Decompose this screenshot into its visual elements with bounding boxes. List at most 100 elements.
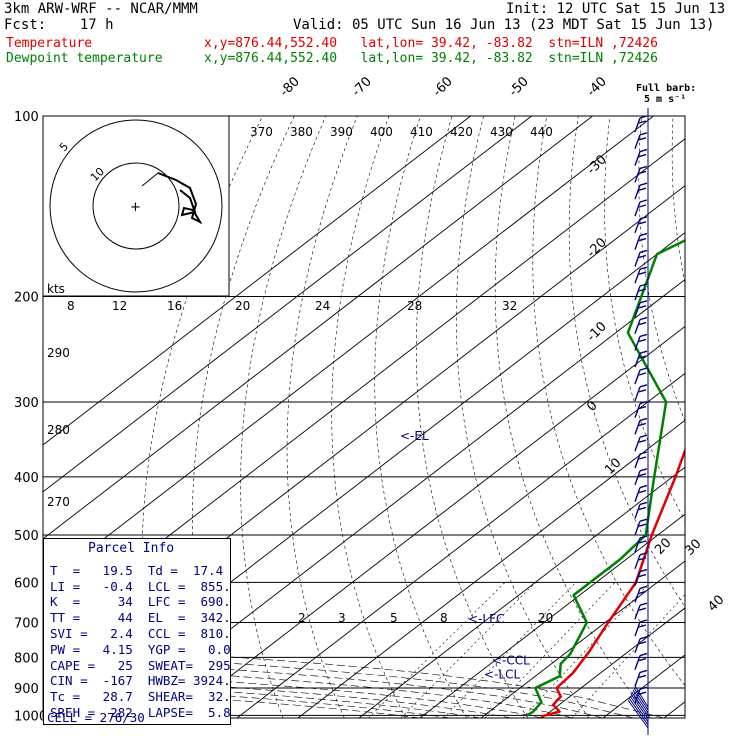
parcel-row: CAPE = 25 SWEAT= 295: [50, 658, 231, 673]
dry-adiabat-line: [456, 116, 590, 718]
pressure-tick-label: 1000: [14, 709, 47, 724]
wind-barb: [630, 693, 649, 720]
wind-barb: [638, 506, 647, 511]
theta-tick-label: 370: [250, 125, 273, 139]
isotherm-line: [236, 372, 685, 718]
pressure-tick-label: 100: [14, 110, 39, 125]
wind-barb: [639, 199, 648, 203]
wind-barb: [639, 501, 648, 506]
valid-time: Valid: 05 UTC Sun 16 Jun 13 (23 MDT Sat …: [293, 17, 715, 33]
speed-tick-label: 28: [407, 299, 422, 313]
speed-tick-label: 12: [112, 299, 127, 313]
level-label-lfc: <-LFC: [468, 612, 504, 626]
dewpoint-location: x,y=876.44,552.40 lat,lon= 39.42, -83.82…: [204, 51, 658, 66]
wind-barb: [639, 451, 648, 455]
wind-barb: [638, 120, 647, 124]
mixing-ratio-tick-label: 2: [298, 611, 306, 625]
wind-barb: [638, 473, 647, 477]
wind-barb: [639, 148, 648, 153]
wind-barb: [632, 689, 649, 714]
wind-barb: [634, 420, 641, 435]
wind-barb: [639, 652, 648, 657]
dewpoint-profile-line: [526, 239, 685, 717]
wind-barb: [638, 523, 647, 527]
wind-barb: [639, 115, 648, 119]
hodograph-ring: [92, 162, 180, 250]
dry-adiabat-line: [568, 116, 685, 608]
mixing-ratio-line: [400, 582, 536, 718]
speed-tick-label: 24: [315, 299, 330, 313]
parcel-row: K = 34 LFC = 690.: [50, 594, 231, 609]
wind-barb: [634, 403, 641, 418]
wind-barb: [634, 134, 641, 150]
moist-adiabat-line: [43, 650, 634, 718]
mixing-ratio-line: [522, 582, 651, 718]
isotherm-tick-label: -40: [584, 74, 610, 100]
isotherm-line: [480, 560, 685, 718]
init-time: Init: 12 UTC Sat 15 Jun 13: [506, 1, 726, 17]
wind-barb: [627, 699, 649, 729]
wind-barb: [629, 695, 649, 723]
isotherm-tick-label: 30: [682, 537, 704, 559]
wind-barb: [639, 669, 648, 674]
wind-barb: [634, 268, 641, 284]
isotherm-line: [663, 701, 685, 718]
dry-adiabat-line: [671, 116, 685, 286]
wind-barb: [638, 590, 647, 595]
speed-tick-label: 8: [67, 299, 75, 313]
dry-adiabat-line: [374, 116, 467, 718]
parcel-cell: CELL = 276/30: [47, 710, 145, 725]
wind-barb: [638, 204, 647, 208]
dry-adiabat-line: [532, 116, 685, 687]
wind-barb: [638, 372, 647, 376]
wind-barb: [634, 168, 641, 183]
wind-barb: [639, 165, 648, 170]
wind-barb: [639, 518, 648, 522]
wind-barb: [639, 266, 648, 270]
wind-barb: [634, 588, 641, 603]
wind-barb: [639, 400, 648, 405]
model-title: 3km ARW-WRF -- NCAR/MMM: [4, 1, 198, 17]
full-barb-label: Full barb:: [636, 83, 697, 94]
isotherm-line: [175, 325, 685, 718]
wind-barb: [639, 283, 648, 287]
wind-barb: [638, 573, 647, 578]
parcel-info-box: Parcel Info T = 19.5 Td = 17.4 LI = -0.4…: [43, 538, 231, 725]
parcel-row: SVI = 2.4 CCL = 810.: [50, 626, 231, 641]
parcel-row: TT = 44 EL = 342.: [50, 610, 231, 625]
wind-barb: [634, 436, 641, 452]
wind-barb: [634, 638, 641, 654]
speed-tick-label: 20: [235, 299, 250, 313]
isotherm-tick-label: -80: [277, 74, 303, 100]
theta-tick-label: 380: [290, 125, 313, 139]
wind-barb: [638, 254, 647, 259]
isotherm-tick-label: -60: [430, 74, 456, 100]
isotherm-line: [43, 116, 532, 493]
wind-barb: [634, 184, 641, 200]
wind-barb: [638, 540, 647, 544]
wind-barb: [634, 655, 641, 670]
isotherm-tick-label: -50: [506, 74, 532, 100]
wind-barb: [634, 537, 641, 553]
pressure-tick-label: 800: [14, 651, 39, 666]
pressure-tick-label: 300: [14, 396, 39, 411]
wind-barb: [639, 636, 648, 640]
theta-tick-label: 390: [330, 125, 353, 139]
wind-barb: [639, 602, 648, 606]
wind-barb: [638, 641, 647, 645]
isotherm-line: [541, 607, 685, 718]
wind-barb: [639, 535, 648, 539]
wind-barb: [638, 389, 647, 393]
parcel-row: CIN = -167 HWBZ= 3924.: [50, 673, 231, 688]
level-label-el: <-EL: [400, 429, 429, 443]
wind-barb: [639, 333, 648, 338]
wind-barb: [634, 386, 641, 402]
wind-barb: [638, 321, 647, 326]
pressure-tick-label: 200: [14, 290, 39, 305]
level-label-ccl: <-CCL: [492, 654, 530, 668]
isotherm-line: [602, 654, 685, 718]
dewpoint-label: Dewpoint temperature: [6, 51, 163, 66]
isotherm-tick-label: 0: [584, 398, 600, 414]
